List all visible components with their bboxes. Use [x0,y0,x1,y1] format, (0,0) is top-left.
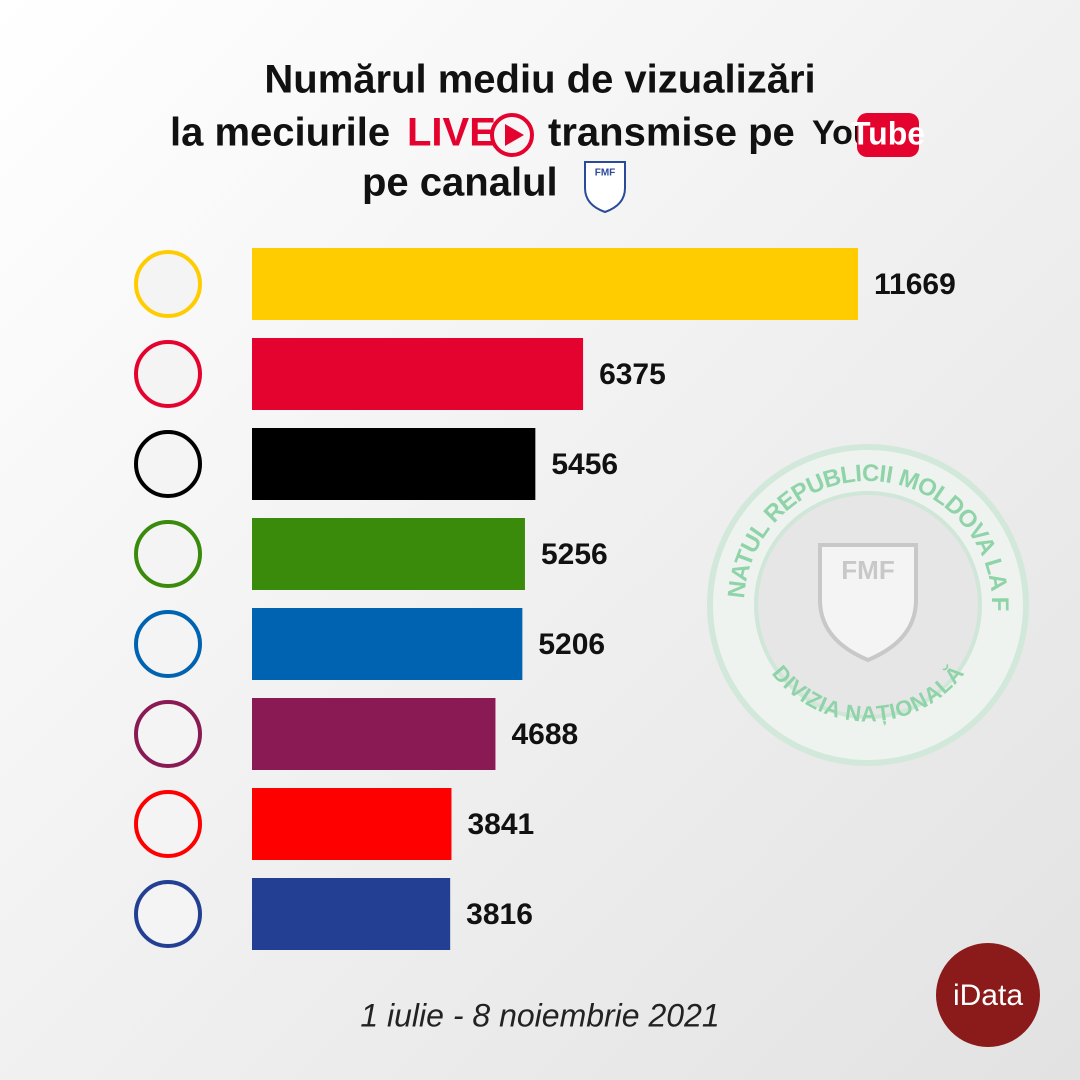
fmf-logo: FMF [595,168,616,179]
value-label: 6375 [599,358,666,391]
live-label: LIVE [407,111,496,155]
youtube-logo [857,113,919,157]
brand-logo: iData [953,979,1023,1012]
subtitle-text: transmise pe [548,111,795,155]
team-logo [134,520,202,588]
chart-title: Numărul mediu de vizualizări [264,58,815,102]
bar [252,518,525,590]
subtitle-text: la meciurile [170,111,390,155]
fmf-logo [584,161,626,214]
badge-shield-text: FMF [841,555,894,585]
value-label: 3841 [467,808,534,841]
value-label: 11669 [874,268,956,301]
value-label: 5256 [541,538,608,571]
badge-shield [818,543,918,663]
bar [252,608,523,680]
team-logo [134,250,202,318]
bar [252,878,451,950]
play-icon [490,113,534,157]
brand-logo [936,943,1040,1047]
youtube-logo: Tube [851,115,925,151]
team-logo [134,790,202,858]
team-logo [134,340,202,408]
subtitle-text: pe canalul [362,161,558,205]
team-logo [134,610,202,678]
bar [252,338,584,410]
bar [252,788,452,860]
bar [252,698,496,770]
team-logo [134,880,202,948]
value-label: 5206 [538,628,605,661]
value-label: 3816 [466,898,533,931]
bar [252,428,536,500]
value-label: 5456 [551,448,618,481]
date-range: 1 iulie - 8 noiembrie 2021 [360,997,719,1033]
play-icon [505,124,524,146]
team-logo [134,430,202,498]
team-logo [134,700,202,768]
value-label: 4688 [511,718,578,751]
bar [252,248,858,320]
